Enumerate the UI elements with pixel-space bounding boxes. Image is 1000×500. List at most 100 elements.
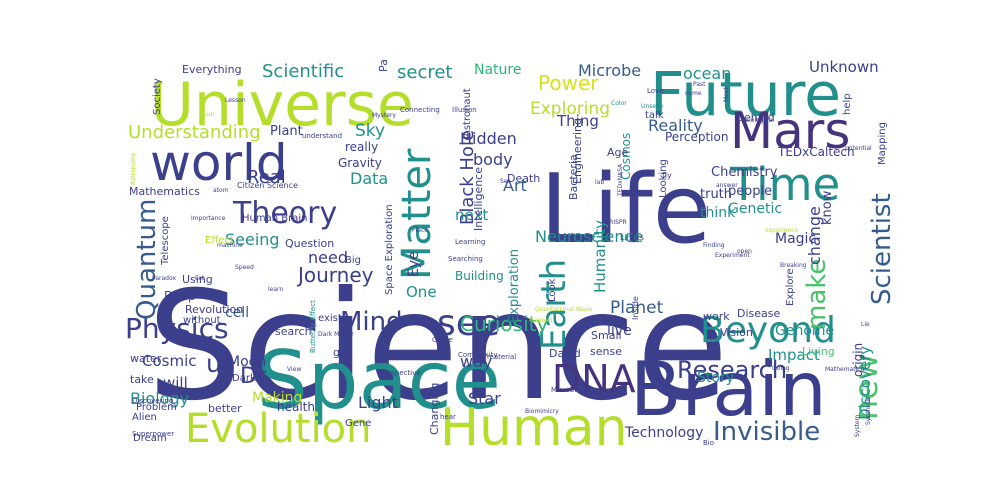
word-take: take: [130, 373, 154, 386]
word-learn: learn: [268, 286, 283, 293]
word-come: come: [685, 90, 702, 97]
word-eye: Eye: [406, 251, 422, 277]
word-dark: Dark: [232, 373, 256, 384]
word-discovery: Discovery: [856, 346, 874, 420]
word-humanity: Humanity: [591, 220, 609, 293]
word-next: next: [455, 206, 488, 224]
word-bio: Bio: [703, 439, 714, 445]
word-one: One: [406, 283, 437, 301]
word-earth: Earth: [534, 259, 574, 350]
word-need: need: [308, 248, 348, 267]
word-exploring: Exploring: [530, 99, 610, 119]
word-let: Let: [195, 275, 205, 282]
word-work: work: [703, 310, 730, 323]
word-change: change: [805, 206, 824, 265]
word-paradox: Paradox: [152, 275, 176, 282]
word-science: Science: [147, 260, 728, 434]
word-new: new: [847, 354, 885, 420]
word-atom: atom: [213, 187, 229, 194]
word-think: think: [700, 205, 736, 221]
word-people: people: [728, 184, 772, 199]
word-effect: Effect: [205, 235, 234, 246]
word-genome: Genome: [775, 323, 834, 339]
word-past: Past: [693, 81, 706, 88]
word-color: Color: [611, 100, 627, 107]
word-alien: Alien: [132, 412, 157, 423]
word-open: open: [737, 248, 752, 255]
word-gravitational-wave: Gravitational Wave: [535, 306, 593, 313]
word-particle: Particle: [377, 60, 390, 72]
word-fly: fly: [662, 171, 672, 180]
word-understand: understand: [302, 132, 342, 140]
word-sense: sense: [590, 345, 622, 358]
word-nature: Nature: [474, 62, 521, 78]
word-speed: Speed: [235, 264, 254, 271]
word-universe: Universe: [150, 70, 414, 140]
word-human-brain: Human Brain: [242, 213, 307, 224]
word-theory: Theory: [232, 196, 337, 231]
word-perception: Perception: [665, 130, 728, 144]
word-deep: Deep: [164, 289, 196, 303]
word-engineering: Engineering: [571, 118, 584, 184]
word-illusion: Illusion: [452, 106, 477, 114]
word-truth: truth: [700, 187, 732, 202]
word-reality: Reality: [648, 116, 703, 135]
word-mars: Mars: [730, 102, 850, 160]
word-impact: Impact: [768, 346, 820, 364]
word-society: Society: [152, 78, 163, 115]
word-dna: DNA: [552, 357, 636, 401]
word-water: water: [130, 352, 162, 365]
word-human: Human: [440, 398, 628, 445]
word-dr: Dr: [240, 364, 267, 389]
word-autism: Autism: [674, 350, 712, 363]
word-age: Age: [607, 146, 629, 159]
word-genetic: Genetic: [728, 201, 782, 217]
word-journey: Journey: [296, 263, 374, 287]
word-lesson: Lesson: [225, 97, 246, 104]
word-curiosity: Curiosity: [460, 312, 548, 336]
word-changing: Changing: [428, 383, 441, 435]
word-material: material: [487, 353, 516, 361]
word-lab: lab: [595, 179, 604, 186]
word-within: Within: [695, 388, 717, 396]
word-look: Look: [547, 278, 558, 302]
word-star: Star: [468, 389, 501, 408]
word-live: live: [607, 323, 632, 339]
word-discovering: Discovering: [132, 397, 173, 405]
word-thing: Thing: [556, 112, 599, 130]
word-dark-matter: Dark Matter: [318, 331, 354, 338]
word-quantum: Quantum: [132, 199, 162, 320]
word-perspective: Perspective: [380, 369, 421, 377]
word-meet: Meet: [723, 86, 730, 102]
word-making: Making: [252, 390, 302, 406]
word-bacteria: Bacteria: [567, 154, 580, 200]
word-astronomy: Astronomy: [130, 152, 137, 185]
word-planet: Planet: [610, 298, 664, 318]
word-life: Life: [540, 155, 711, 265]
word-small: Small: [591, 329, 622, 342]
word-david: David: [549, 347, 581, 360]
word-research: Research: [677, 356, 787, 384]
word-revolution: Revolution: [185, 303, 243, 316]
word-data: Data: [350, 169, 388, 188]
word-mathematical: Mathematical: [825, 366, 866, 373]
word-time: Time: [729, 158, 840, 211]
word-see: see: [437, 303, 500, 344]
word-astronaut: Astronaut: [462, 88, 473, 137]
word-breaking: Breaking: [780, 262, 807, 269]
word-real: Real: [247, 167, 286, 188]
word-behind: behind: [737, 111, 775, 124]
word-citizen-science: Citizen Science: [237, 181, 298, 190]
word-importance: Importance: [191, 215, 226, 222]
word-connecting: Connecting: [400, 106, 440, 114]
word-body: body: [473, 150, 513, 169]
word-hear: hear: [440, 413, 456, 421]
word-microbe: Microbe: [578, 61, 641, 80]
word-tedxnasa: TEDxNASA: [617, 163, 624, 197]
word-physics: Physics: [125, 312, 229, 345]
word-telescope: Telescope: [160, 216, 171, 266]
word-superpower: Superpower: [132, 430, 174, 438]
word-question: Question: [285, 237, 334, 250]
word-understanding: Understanding: [128, 122, 261, 143]
word-sex: Sex: [500, 178, 511, 185]
